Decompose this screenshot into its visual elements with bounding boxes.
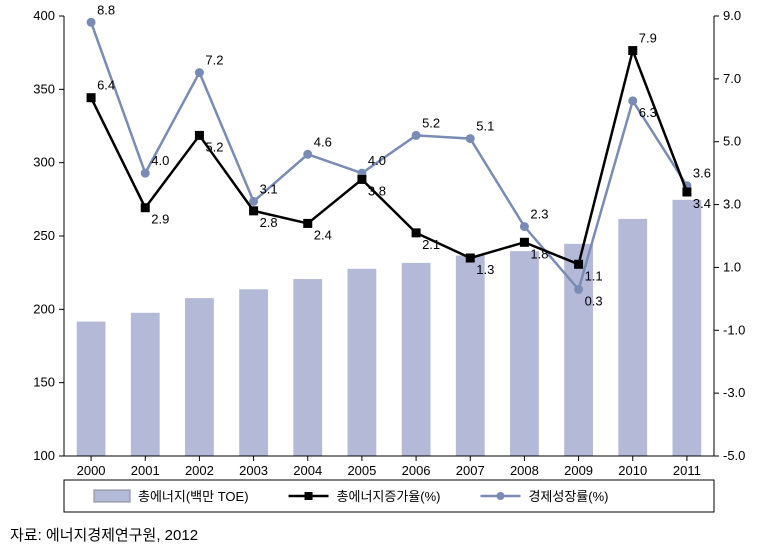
energy-growth-value-label: 1.1 [585,268,603,283]
legend-label-bars: 총에너지(백만 TOE) [138,489,249,504]
chart-svg: 100 150 200 250 300 350 400 -5.0 -3.0 -1.0 1.0 3.0 5… [0,0,767,548]
bar [185,298,215,456]
energy-growth-marker [575,260,583,268]
x-tick-label: 2002 [185,463,214,478]
bar [455,255,485,456]
y-right-tick-label: 1.0 [723,259,741,274]
x-tick-label: 2001 [131,463,160,478]
y-left-tick-label: 350 [33,81,55,96]
energy-growth-marker [412,229,420,237]
energy-growth-marker [520,238,528,246]
x-tick-label: 2005 [347,463,376,478]
legend-label-blue: 경제성장률(%) [528,489,608,504]
energy-growth-value-label: 5.2 [205,139,223,154]
y-left-tick-label: 250 [33,228,55,243]
growth-rate-value-label: 5.2 [422,115,440,130]
y-left-tick-label: 400 [33,8,55,23]
energy-growth-value-label: 7.9 [639,31,657,46]
growth-rate-marker [575,285,583,293]
energy-growth-marker [87,94,95,102]
legend-label-black: 총에너지증가율(%) [337,489,441,504]
y-right-tick-label: 3.0 [723,197,741,212]
energy-growth-marker [250,207,258,215]
growth-rate-marker [250,197,258,205]
y-right-tick-label: 9.0 [723,8,741,23]
energy-growth-marker [466,254,474,262]
y-right-tick-label: -3.0 [723,385,745,400]
growth-rate-value-label: 4.0 [368,153,386,168]
y-left-tick-label: 100 [33,448,55,463]
energy-growth-value-label: 3.8 [368,183,386,198]
x-tick-label: 2010 [618,463,647,478]
legend-swatch-bars [94,490,130,502]
bar [510,251,540,456]
y-right-tick-label: 7.0 [723,71,741,86]
x-tick-label: 2000 [77,463,106,478]
energy-growth-marker [141,204,149,212]
growth-rate-value-label: 4.0 [151,153,169,168]
bar [672,199,702,456]
growth-rate-marker [141,169,149,177]
x-tick-label: 2011 [673,463,701,478]
growth-rate-value-label: 5.1 [476,119,494,134]
energy-growth-value-label: 1.8 [530,246,548,261]
x-tick-label: 2009 [564,463,593,478]
energy-growth-value-label: 6.4 [97,78,115,93]
growth-rate-marker [412,131,420,139]
energy-chart: 100 150 200 250 300 350 400 -5.0 -3.0 -1.0 1.0 3.0 5… [0,0,767,548]
bar [347,268,377,456]
growth-rate-value-label: 3.1 [260,181,278,196]
growth-rate-marker [466,135,474,143]
x-tick-label: 2008 [510,463,539,478]
energy-growth-value-label: 1.3 [476,262,494,277]
growth-rate-value-label: 4.6 [314,134,332,149]
y-left-tick-label: 300 [33,155,55,170]
growth-rate-marker [87,18,95,26]
energy-growth-value-label: 2.9 [151,212,169,227]
growth-rate-value-label: 2.3 [530,207,548,222]
growth-rate-marker [304,150,312,158]
energy-growth-value-label: 2.8 [260,215,278,230]
growth-rate-marker [629,97,637,105]
bar [239,289,269,456]
bar [293,279,323,456]
growth-rate-value-label: 8.8 [97,2,115,17]
energy-growth-marker [683,188,691,196]
y-left-tick-label: 200 [33,301,55,316]
energy-growth-value-label: 3.4 [693,196,711,211]
energy-growth-marker [358,175,366,183]
growth-rate-value-label: 0.3 [585,293,603,308]
x-tick-label: 2006 [402,463,431,478]
x-tick-label: 2007 [456,463,485,478]
x-tick-label: 2003 [239,463,268,478]
energy-growth-value-label: 2.4 [314,227,332,242]
y-left-tick-label: 150 [33,375,55,390]
energy-growth-marker [304,219,312,227]
growth-rate-marker [520,223,528,231]
energy-growth-marker [629,47,637,55]
growth-rate-marker [195,69,203,77]
energy-growth-value-label: 2.1 [422,237,440,252]
y-right-tick-label: -5.0 [723,448,745,463]
y-right-tick-label: 5.0 [723,134,741,149]
bar [401,262,431,456]
growth-rate-value-label: 3.6 [693,166,711,181]
source-text: 자료: 에너지경제연구원, 2012 [10,527,198,544]
bar [76,321,106,456]
bar [618,218,648,456]
y-right-tick-label: -1.0 [723,322,745,337]
bar [130,312,160,456]
energy-growth-marker [195,131,203,139]
growth-rate-value-label: 7.2 [205,53,223,68]
x-tick-label: 2004 [293,463,322,478]
